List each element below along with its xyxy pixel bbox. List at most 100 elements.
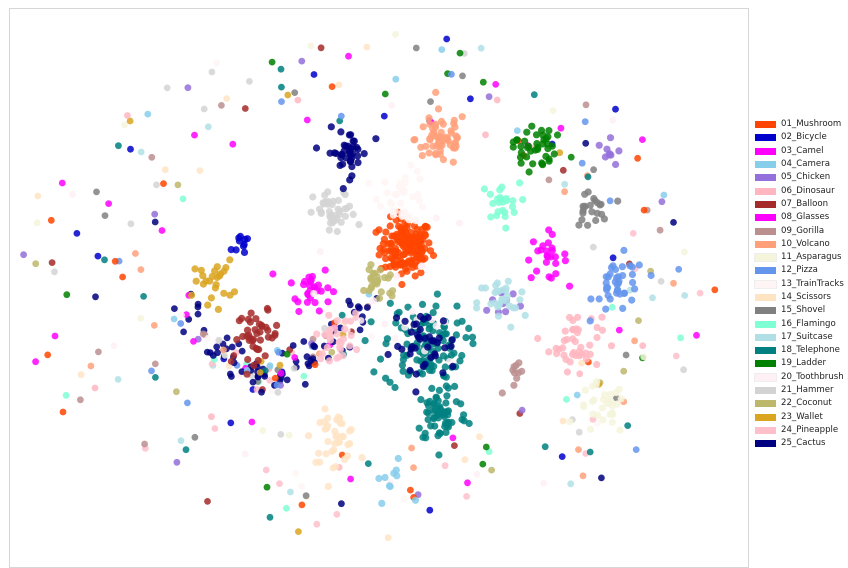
point-01_Mushroom-0-18 <box>398 280 406 289</box>
trail-point-118 <box>183 311 190 318</box>
point-12_Pizza-0-34 <box>614 273 622 281</box>
point-18_Telephone-1-91 <box>404 303 412 311</box>
outlier-point-223 <box>148 153 156 161</box>
point-06_Dinosaur-0-35 <box>563 335 571 344</box>
point-19_Ladder-0-34 <box>545 127 553 135</box>
legend-item: 06_Dinosaur <box>755 184 848 197</box>
outlier-point-216 <box>93 188 100 196</box>
point-04_Camera-0-3 <box>375 474 383 483</box>
trail-point-99 <box>283 350 291 358</box>
outlier-point-159 <box>556 149 564 157</box>
legend-swatch <box>754 279 777 289</box>
point-01_Mushroom-0-38 <box>386 222 394 230</box>
trail-point-152 <box>346 301 354 309</box>
outlier-point-157 <box>32 358 39 366</box>
point-07_Balloon-0-30 <box>264 306 272 314</box>
outlier-point-162 <box>208 413 215 421</box>
outlier-point-23 <box>161 166 169 174</box>
point-08_Glasses-0-20 <box>529 238 538 246</box>
outlier-point-57 <box>634 154 641 162</box>
point-07_Balloon-0-22 <box>235 317 243 325</box>
point-17_Suitcase-0-10 <box>492 281 500 289</box>
trail-point-159 <box>220 346 227 354</box>
point-24_Pineapple-0-16 <box>341 325 349 333</box>
point-07_Balloon-0-32 <box>244 355 252 364</box>
point-10_Volcano-0-59 <box>432 120 440 128</box>
point-14_Scissors-0-38 <box>320 418 328 426</box>
point-13_TrainTracks-0-28 <box>407 161 415 169</box>
point-17_Suitcase-0-25 <box>487 300 495 308</box>
trail-point-143 <box>214 349 221 357</box>
outlier-point-14 <box>681 292 689 299</box>
legend-swatch <box>754 253 777 263</box>
outlier-point-176 <box>477 44 485 52</box>
point-18_Telephone-0-21 <box>415 424 423 432</box>
point-18_Telephone-1-102 <box>395 308 403 316</box>
point-14_Scissors-0-12 <box>347 426 355 434</box>
point-04_Camera-0-6 <box>394 454 402 463</box>
outlier-point-189 <box>20 251 27 259</box>
point-19_Ladder-0-37 <box>539 131 547 139</box>
legend-swatch <box>755 400 776 408</box>
point-24_Pineapple-0-22 <box>347 331 355 340</box>
point-13_TrainTracks-0-26 <box>377 202 385 210</box>
outlier-point-8 <box>132 250 139 257</box>
point-25_Cactus-1-2 <box>448 336 456 344</box>
outlier-point-13 <box>579 472 587 480</box>
point-12_Pizza-0-37 <box>604 284 612 292</box>
outlier-point-122 <box>121 121 128 129</box>
point-20_Toothbrush-0-15 <box>369 297 378 305</box>
point-22_Coconut-0-7 <box>376 266 384 274</box>
outlier-point-73 <box>482 131 489 139</box>
trail-point-57 <box>180 328 188 336</box>
outlier-point-107 <box>58 179 66 187</box>
legend-label: 19_Ladder <box>781 358 827 369</box>
point-02_Bicycle-0-5 <box>240 248 249 256</box>
legend-item: 19_Ladder <box>755 357 848 370</box>
point-11_Asparagus-0-8 <box>586 425 595 433</box>
outlier-point-221 <box>670 279 677 287</box>
series-15_Shovel <box>575 188 622 229</box>
point-05_Chicken-1-0 <box>483 306 491 314</box>
point-19_Ladder-0-38 <box>523 144 532 152</box>
point-11_Asparagus-0-10 <box>607 390 615 398</box>
point-18_Telephone-0-13 <box>443 392 451 400</box>
point-14_Scissors-0-21 <box>332 463 340 471</box>
point-24_Pineapple-0-25 <box>346 317 355 325</box>
point-20_Toothbrush-0-12 <box>391 335 399 343</box>
point-07_Balloon-0-27 <box>245 336 253 344</box>
point-12_Pizza-0-29 <box>647 271 655 280</box>
point-02_Bicycle-0-6 <box>235 237 243 245</box>
legend-swatch <box>755 347 776 355</box>
point-25_Cactus-0-37 <box>353 143 361 151</box>
outlier-point-7 <box>476 433 483 441</box>
trail-point-146 <box>328 348 336 356</box>
outlier-point-0 <box>150 322 158 329</box>
point-10_Volcano-0-34 <box>452 132 460 140</box>
point-07_Balloon-0-17 <box>243 326 252 334</box>
outlier-point-78 <box>87 362 95 370</box>
point-23_Wallet-0-16 <box>211 284 219 292</box>
point-05_Chicken-1-7 <box>502 308 510 316</box>
legend-item: 20_Toothbrush <box>754 371 848 384</box>
trail-point-8 <box>177 320 185 327</box>
point-21_Hammer-0-19 <box>349 210 357 218</box>
outlier-point-257 <box>541 443 549 451</box>
point-13_TrainTracks-0-6 <box>413 167 421 175</box>
point-25_Cactus-1-27 <box>408 343 416 351</box>
point-07_Balloon-0-31 <box>271 330 279 338</box>
point-10_Volcano-0-14 <box>419 123 427 131</box>
point-18_Telephone-1-113 <box>439 352 448 360</box>
point-10_Volcano-0-46 <box>450 116 458 124</box>
point-24_Pineapple-0-17 <box>333 330 341 338</box>
outlier-point-84 <box>412 44 420 52</box>
outlier-point-48 <box>160 180 167 188</box>
outlier-point-142 <box>263 483 271 491</box>
outlier-point-1 <box>266 513 274 521</box>
point-06_Dinosaur-0-6 <box>607 342 616 350</box>
trail-point-147 <box>228 373 235 380</box>
point-11_Asparagus-0-2 <box>617 395 625 403</box>
point-19_Ladder-0-26 <box>539 161 547 169</box>
trail-point-29 <box>221 352 229 359</box>
point-08_Glasses-0-24 <box>548 244 556 252</box>
